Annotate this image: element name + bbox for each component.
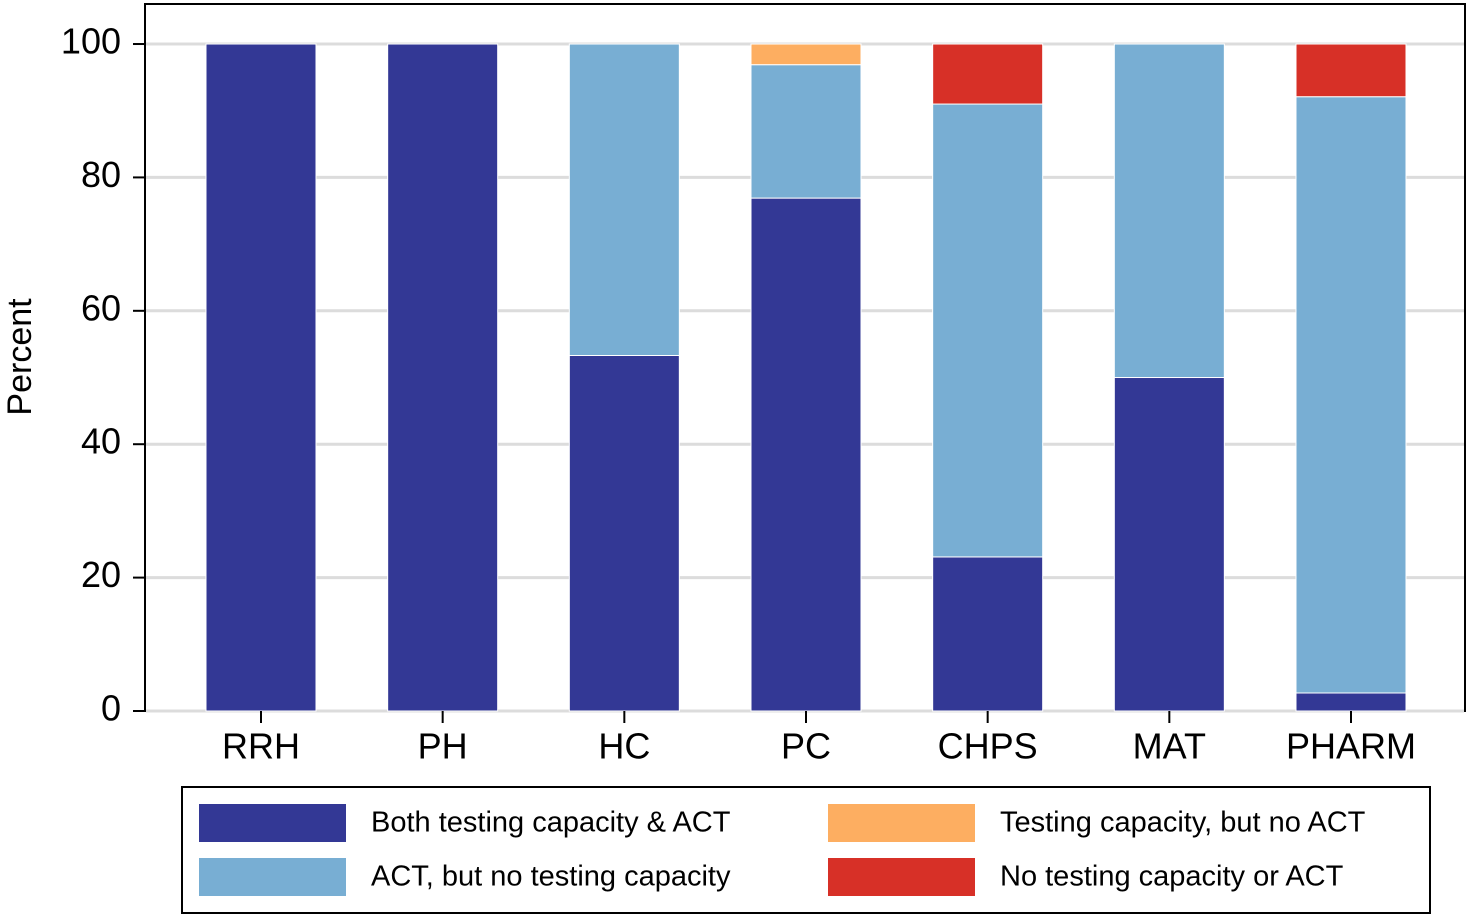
legend-label: ACT, but no testing capacity <box>371 861 731 893</box>
legend-label: Testing capacity, but no ACT <box>1000 807 1366 839</box>
bar-segment <box>205 43 317 712</box>
bar-segment <box>750 64 862 199</box>
y-tick-label: 0 <box>101 688 121 729</box>
bar-segment <box>1113 43 1225 379</box>
bar-segment <box>750 197 862 712</box>
bar-segment <box>568 43 680 356</box>
bar-segment <box>932 43 1044 105</box>
x-tick-label: CHPS <box>938 726 1038 767</box>
legend-swatch <box>828 858 975 896</box>
legend-swatch <box>199 804 346 842</box>
bar-segment <box>387 43 499 712</box>
bar-segment <box>1295 43 1407 98</box>
bar-segment <box>1295 96 1407 694</box>
x-tick-label: HC <box>598 726 650 767</box>
legend-swatch <box>199 858 346 896</box>
y-tick-label: 40 <box>81 421 121 462</box>
legend-label: Both testing capacity & ACT <box>371 807 731 839</box>
bar-segment <box>568 354 680 712</box>
legend-swatch <box>828 804 975 842</box>
legend-frame <box>181 786 1431 914</box>
y-tick-label: 100 <box>61 21 121 62</box>
x-tick-label: MAT <box>1133 726 1206 767</box>
x-tick-label: RRH <box>222 726 300 767</box>
x-tick-label: PH <box>418 726 468 767</box>
bar-segment <box>750 43 862 66</box>
y-tick-label: 60 <box>81 287 121 328</box>
bar-segment <box>1295 692 1407 712</box>
x-tick-label: PC <box>781 726 831 767</box>
bar-segment <box>932 103 1044 558</box>
y-tick-label: 80 <box>81 154 121 195</box>
legend-label: No testing capacity or ACT <box>1000 861 1344 893</box>
x-tick-label: PHARM <box>1286 726 1416 767</box>
y-tick-label: 20 <box>81 554 121 595</box>
y-axis-label: Percent <box>1 298 39 416</box>
bar-segment <box>1113 377 1225 712</box>
bar-segment <box>932 556 1044 712</box>
